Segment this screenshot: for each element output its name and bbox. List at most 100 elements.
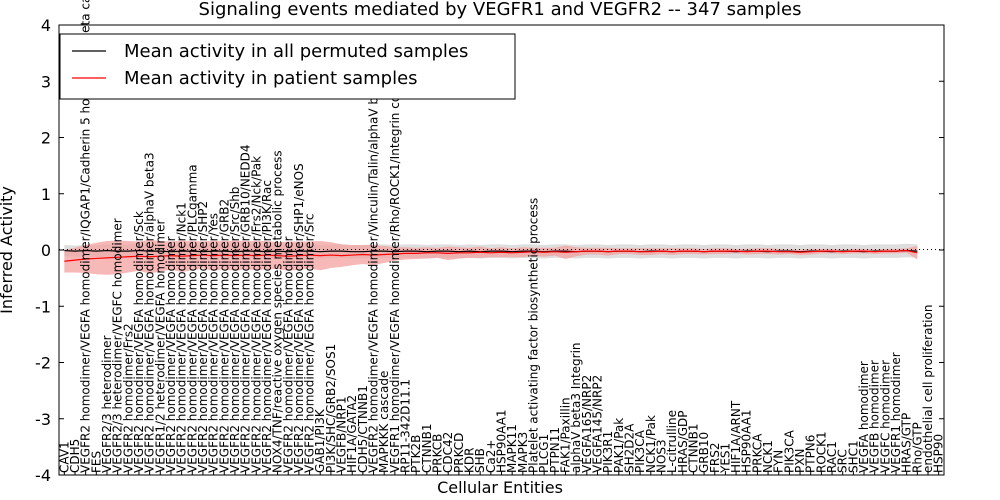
category-label: VEGFR2 homodimer/VEGFA homodimer/Vinculi…: [367, 70, 381, 473]
category-label: CTNNB1: [686, 423, 700, 473]
category-label: VEGFR2 homodimer/VEGFA homodimer/PI3K/Ra…: [260, 180, 274, 473]
category-label: VEGFR2/3 heterodimer: [100, 335, 114, 473]
category-label: PIK3CA: [782, 429, 796, 473]
category-label: VEGFR2 homodimer/VEGFA homodimer/Src/Shb: [228, 187, 242, 473]
category-label: HIF1A/GATA2: [345, 395, 359, 473]
category-label: CDH5: [68, 439, 82, 473]
legend-box: [59, 33, 516, 100]
category-label: VEGFR2 homodimer/VEGFA homodimer/SHP1/eN…: [292, 163, 306, 473]
confidence-band-patient: [64, 239, 918, 275]
category-label: VEGFR2 homodimer/VEGFA homodimer/PLCgamm…: [185, 164, 199, 473]
category-label: FRS2: [708, 443, 722, 474]
category-label: YES1: [718, 443, 732, 474]
category-label: VEGFR2 homodimer/VEGFA homodimer/GRB10/N…: [239, 144, 253, 473]
category-label: HSP90AA1: [740, 409, 754, 473]
y-tick-label: 2: [41, 129, 51, 148]
y-tick-label: -2: [35, 354, 51, 373]
category-label: NOS3: [654, 439, 668, 473]
category-label: VEGFR2 homodimer/VEGFA homodimer/IQGAP1/…: [79, 0, 93, 473]
category-label: FES: [89, 451, 103, 473]
category-label: PIK3R1: [601, 431, 615, 473]
category-label: VEGFA165/NRP2: [580, 375, 594, 473]
y-axis-ticks: -4 -3 -2 -1 0 1 2 3 4: [35, 16, 944, 485]
category-label: alphaV beta3 Integrin: [569, 342, 583, 473]
category-label: HSP90: [932, 434, 946, 473]
category-label: NCK1/Pak: [644, 415, 658, 473]
category-label: VEGFB/NRP1: [335, 397, 349, 473]
y-tick-label: 4: [41, 16, 51, 35]
category-label: VEGFR2 homodimer/VEGFA homodimer: [281, 236, 295, 473]
y-tick-label: -3: [35, 410, 51, 429]
category-label: HSP90AA1: [495, 409, 509, 473]
category-label: RAC1: [825, 441, 839, 473]
category-label: VEGFR1 homodimer/VEGFA homodimer/Rho/ROC…: [388, 58, 402, 473]
category-label: FYN: [772, 450, 786, 473]
category-label: NCK1: [761, 440, 775, 473]
category-label: CAV1: [57, 441, 71, 473]
category-label: VEGFR2 homodimer/VEGFA homodimer/alphaV …: [143, 152, 157, 473]
category-label: GRB10: [697, 432, 711, 473]
series-lines: [64, 249, 918, 262]
category-label: VEGFR2 homodimer/VEGFA homodimer/Yes: [207, 213, 221, 473]
category-label: HRAS/GDP: [676, 410, 690, 473]
category-label: CDC42: [441, 432, 455, 473]
category-label: PTPN6: [804, 435, 818, 473]
category-label: NOX4/TNF/reactive oxygen species metabol…: [271, 150, 285, 473]
legend-label-permuted: Mean activity in all permuted samples: [124, 41, 468, 62]
category-label: PRKCD: [452, 433, 466, 473]
y-tick-label: -4: [35, 466, 51, 485]
category-label: PXN: [793, 449, 807, 473]
category-label: SHB: [473, 448, 487, 473]
category-label: VEGFA homodimer: [857, 361, 871, 473]
category-label: VEGFR2 homodimer/VEGFA homodimer/Src: [303, 213, 317, 473]
y-axis-label: Inferred Activity: [0, 186, 16, 314]
category-label: Ca2+: [484, 440, 498, 473]
category-label: SHC1: [846, 440, 860, 473]
category-label: MAPK3: [516, 432, 530, 473]
category-label: SH2D2A: [622, 423, 636, 473]
category-label: MAPK11: [505, 424, 519, 473]
category-label: VEGFR2 homodimer/VEGFA homodimer/Frs2/Nc…: [249, 156, 263, 473]
category-label: VEGFR2 homodimer/Frs2: [121, 323, 135, 473]
category-label: VEGFR2 homodimer/VEGFA homodimer/Sck: [132, 211, 146, 473]
category-label: VEGFR2 homodimer/VEGFA homodimer: [164, 236, 178, 473]
category-label: FAK1/Paxillin: [558, 397, 572, 473]
category-label: VEGFR2/3 heterodimer/VEGFC homodimer: [111, 218, 125, 473]
category-label: PTPN11: [548, 427, 562, 473]
category-label: VEGFC homodimer: [878, 360, 892, 473]
category-label: VEGFR1 homodimer: [889, 352, 903, 473]
category-label: KDR: [463, 448, 477, 473]
category-label: PLCG1: [537, 434, 551, 473]
category-label: PTK2B: [409, 435, 423, 473]
y-tick-label: -1: [35, 297, 51, 316]
category-label: VEGFA145/NRP2: [590, 375, 604, 473]
series-line-patient: [64, 249, 918, 262]
category-label: CTNNB1: [420, 423, 434, 473]
chart-title: Signaling events mediated by VEGFR1 and …: [199, 0, 802, 20]
category-label: VEGFB homodimer: [868, 360, 882, 473]
category-label: PIK3CA: [633, 429, 647, 473]
x-axis-ticks: [63, 471, 940, 475]
category-label: PRKCA: [750, 433, 764, 473]
category-label: HRAS/GTP: [900, 413, 914, 473]
category-label: GAB1/PI3K: [313, 408, 327, 473]
category-label: CDH5/CTNNB1: [356, 385, 370, 473]
category-label: SRC: [836, 449, 850, 473]
category-label: L-citrulline: [665, 410, 679, 473]
legend: Mean activity in all permuted samples Me…: [59, 33, 516, 100]
legend-label-patient: Mean activity in patient samples: [124, 68, 418, 89]
category-label: MAPKKK cascade: [377, 371, 391, 473]
category-label: PAK1/Pak: [612, 418, 626, 473]
category-label: Platelet activating factor biosynthetic …: [526, 198, 540, 473]
y-tick-label: 0: [41, 241, 51, 260]
plot-frame: [58, 24, 945, 476]
category-label: ROCK1: [814, 431, 828, 473]
y-tick-label: 3: [41, 72, 51, 91]
x-axis-label: Cellular Entities: [437, 478, 563, 497]
category-label: PRKCB: [431, 434, 445, 473]
category-label: endothelial cell proliferation: [921, 305, 935, 473]
y-tick-label: 1: [41, 185, 51, 204]
category-label: Rho/GTP: [910, 422, 924, 473]
